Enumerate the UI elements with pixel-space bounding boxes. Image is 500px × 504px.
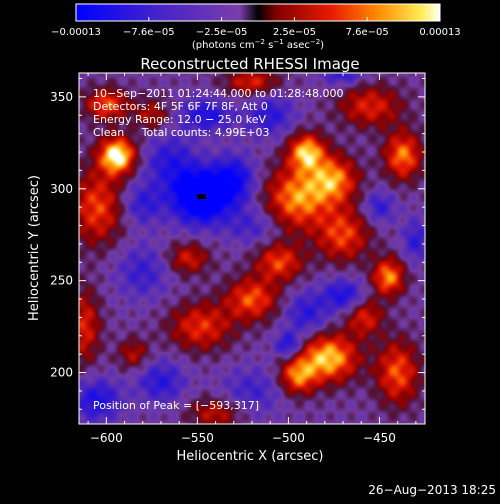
x-tick-label: −600	[90, 431, 123, 445]
colorbar-unit-label: (photons cm−2 s−1 asec−2)	[192, 38, 324, 51]
y-axis-label: Heliocentric Y (arcsec)	[27, 175, 42, 321]
chart-title: Reconstructed RHESSI Image	[140, 55, 359, 73]
peak-marker	[197, 194, 207, 200]
unit-exponent: −2	[310, 38, 320, 46]
annotations: 10−Sep−2011 01:24:44.000 to 01:28:48.000…	[93, 87, 343, 412]
colorbar: −0.00013 −7.6e−05 −2.5e−05 2.5e−05 7.6e−05 0.…	[51, 3, 461, 51]
heatmap-image	[78, 72, 426, 425]
y-tick-label: 350	[50, 90, 73, 104]
colorbar-gradient	[75, 3, 441, 22]
x-axis: −600 −550 −500 −450	[87, 73, 417, 445]
annotation-clean: Clean Total counts: 4.99E+03	[93, 126, 270, 139]
unit-part: (photons cm	[192, 40, 255, 51]
y-axis: 200 250 300 350	[50, 78, 425, 410]
x-tick-label: −450	[363, 431, 396, 445]
heatmap-raster	[79, 73, 425, 424]
annotation-detectors: Detectors: 4F 5F 6F 7F 8F, Att 0	[93, 100, 268, 113]
peak-label: Position of Peak = [−593,317]	[93, 399, 259, 412]
annotation-energy: Energy Range: 12.0 − 25.0 keV	[93, 113, 267, 126]
unit-exponent: −2	[255, 38, 265, 46]
footer-timestamp: 26−Aug−2013 18:25	[368, 483, 496, 497]
x-axis-label: Heliocentric X (arcsec)	[177, 449, 324, 464]
colorbar-tick-label: 0.00013	[419, 27, 460, 38]
unit-part: )	[320, 40, 324, 51]
colorbar-tick-label: 2.5e−05	[273, 27, 316, 38]
y-tick-label: 300	[50, 182, 73, 196]
colorbar-ticks: −0.00013 −7.6e−05 −2.5e−05 2.5e−05 7.6e−05 0.…	[51, 17, 461, 38]
annotation-time: 10−Sep−2011 01:24:44.000 to 01:28:48.000	[93, 87, 343, 100]
colorbar-tick-label: −2.5e−05	[196, 27, 248, 38]
x-tick-label: −500	[272, 431, 305, 445]
unit-exponent: −1	[273, 38, 283, 46]
y-tick-label: 200	[50, 366, 73, 380]
unit-part: asec	[284, 40, 310, 51]
x-tick-label: −550	[181, 431, 214, 445]
y-tick-label: 250	[50, 274, 73, 288]
colorbar-tick-label: −0.00013	[51, 27, 101, 38]
colorbar-tick-label: −7.6e−05	[123, 27, 175, 38]
unit-part: s	[265, 40, 273, 51]
colorbar-tick-label: 7.6e−05	[346, 27, 389, 38]
